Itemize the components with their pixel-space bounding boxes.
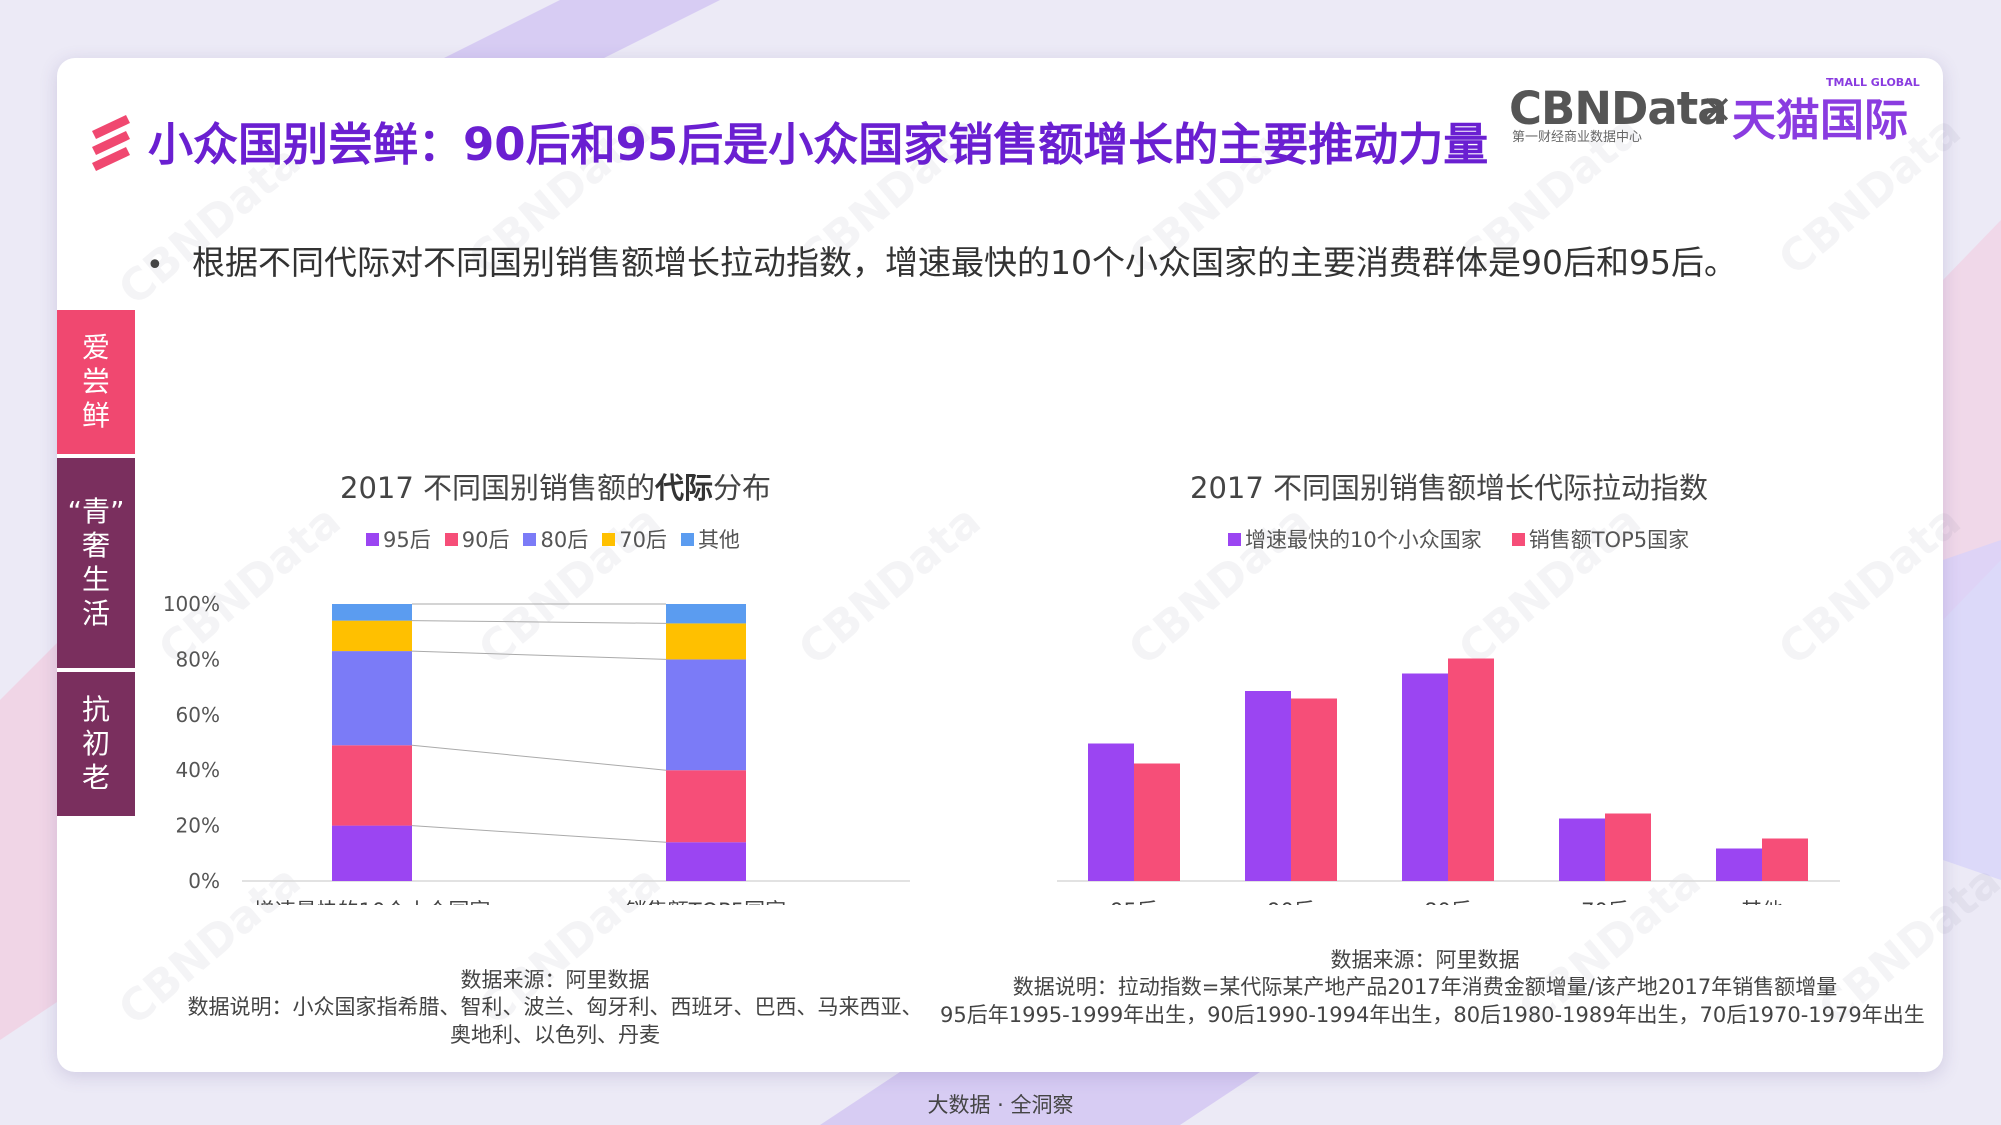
right-grouped-bar-chart: 95后 90后 80后 70后 其他 xyxy=(1057,658,1840,905)
left-bar-segment xyxy=(666,604,746,624)
right-x-category-label: 其他 xyxy=(1741,899,1783,905)
left-y-tick-label: 40% xyxy=(176,758,220,782)
summary-text: 根据不同代际对不同国别销售额增长拉动指数，增速最快的10个小众国家的主要消费群体… xyxy=(192,243,1737,282)
left-connector-line xyxy=(411,620,667,624)
left-y-tick-label: 60% xyxy=(176,703,220,727)
right-chart-legend: 增速最快的10个小众国家 销售额TOP5国家 xyxy=(1228,524,1689,554)
right-bar xyxy=(1448,658,1494,881)
right-x-category-label: 70后 xyxy=(1581,899,1629,905)
left-connector-line xyxy=(411,744,667,771)
title-stripes-icon xyxy=(92,115,130,171)
right-chart-source: 数据来源：阿里数据 xyxy=(1330,948,1520,972)
right-x-category-label: 90后 xyxy=(1267,899,1315,905)
left-chart-legend-item: 95后 xyxy=(366,524,431,554)
logo-separator: × xyxy=(1700,86,1734,132)
left-x-category-label: 销售额TOP5国家 xyxy=(626,899,786,905)
right-chart-legend-label: 销售额TOP5国家 xyxy=(1528,528,1690,552)
left-chart-legend-swatch xyxy=(602,532,616,546)
bullet-marker: • xyxy=(146,248,164,283)
right-chart-note-line2: 95后年1995-1999年出生，90后1990-1994年出生，80后1980… xyxy=(940,1003,1925,1027)
right-chart-note-line1: 数据说明：拉动指数=某代际某产地产品2017年消费金额增量/该产地2017年销售… xyxy=(1012,975,1838,999)
left-bar-segment xyxy=(332,825,412,881)
left-chart-legend-item: 其他 xyxy=(680,524,740,554)
left-chart-legend: 95后 90后 80后 70后 其他 xyxy=(366,524,740,554)
left-chart-legend-swatch xyxy=(680,532,694,546)
footer-tagline: 大数据 · 全洞察 xyxy=(927,1093,1074,1117)
left-y-tick-label: 20% xyxy=(176,814,220,838)
left-bar-segment xyxy=(666,842,746,881)
left-bar-segment xyxy=(332,745,412,826)
right-bar xyxy=(1402,673,1448,881)
left-chart-legend-item: 90后 xyxy=(444,524,510,554)
side-tab-char: 尝 xyxy=(81,365,110,398)
left-chart-legend-swatch xyxy=(523,532,537,546)
left-chart-source: 数据来源：阿里数据 xyxy=(460,968,650,992)
right-x-category-label: 95后 xyxy=(1110,899,1158,905)
right-bar xyxy=(1762,838,1808,881)
left-connector-line xyxy=(411,650,667,660)
left-y-tick-label: 100% xyxy=(163,592,220,616)
right-chart-legend-item: 销售额TOP5国家 xyxy=(1511,524,1690,554)
left-chart-legend-label: 80后 xyxy=(540,528,589,552)
left-chart-title: 2017 不同国别销售额的代际分布 xyxy=(340,465,771,507)
left-x-category-label: 增速最快的10个小众国家 xyxy=(254,899,491,905)
left-y-tick-label: 0% xyxy=(188,869,220,893)
side-tab-char: 初 xyxy=(81,727,110,760)
side-tab-ai-chang-xian[interactable]: 爱 尝 鲜 xyxy=(57,310,135,454)
right-chart-legend-label: 增速最快的10个小众国家 xyxy=(1245,528,1482,552)
left-chart-legend-label: 70后 xyxy=(619,528,667,552)
cbndata-logo-subtitle: 第一财经商业数据中心 xyxy=(1512,130,1643,145)
side-tab-char: 抗 xyxy=(81,693,110,726)
side-tab-char: 活 xyxy=(81,597,110,630)
right-bar xyxy=(1134,763,1180,881)
side-tab-char: 老 xyxy=(81,761,110,794)
left-chart-legend-label: 其他 xyxy=(697,528,740,552)
tmall-global-logo: 天猫国际 xyxy=(1732,95,1908,146)
right-bar xyxy=(1605,813,1651,881)
left-chart-legend-label: 90后 xyxy=(461,528,510,552)
left-bar-segment xyxy=(332,651,412,746)
left-chart-title-pre: 2017 不同国别销售额的 xyxy=(340,471,656,505)
cbndata-logo: CBNData xyxy=(1509,82,1728,135)
right-bar xyxy=(1291,698,1337,881)
left-bar-segment xyxy=(332,620,412,652)
left-bar-segment xyxy=(332,604,412,621)
page-title: 小众国别尝鲜：90后和95后是小众国家销售额增长的主要推动力量 xyxy=(148,118,1489,171)
left-chart-title-post: 分布 xyxy=(713,471,772,505)
tmall-global-logo-subtitle: TMALL GLOBAL xyxy=(1826,76,1920,89)
side-tab-char: 爱 xyxy=(81,331,110,364)
left-bar-segment xyxy=(666,659,746,771)
right-x-category-label: 80后 xyxy=(1424,899,1472,905)
right-chart-legend-item: 增速最快的10个小众国家 xyxy=(1228,524,1482,554)
right-chart-legend-swatch xyxy=(1511,532,1525,546)
left-bar-segment xyxy=(666,623,746,660)
right-bar xyxy=(1559,818,1605,881)
left-connector-line xyxy=(411,825,667,843)
right-chart-title: 2017 不同国别销售额增长代际拉动指数 xyxy=(1190,471,1709,505)
right-bar xyxy=(1245,691,1291,881)
right-bar xyxy=(1716,848,1762,881)
right-bar xyxy=(1088,743,1134,881)
left-bar-segment xyxy=(666,770,746,843)
slide-card xyxy=(57,58,1943,1072)
side-tab-kang-chu-lao[interactable]: 抗 初 老 xyxy=(57,672,135,816)
left-chart-legend-item: 80后 xyxy=(523,524,588,554)
left-chart-note-line1: 数据说明：小众国家指希腊、智利、波兰、匈牙利、西班牙、巴西、马来西亚、 xyxy=(187,995,923,1019)
left-chart-title-bold: 代际 xyxy=(655,471,714,505)
left-chart-legend-label: 95后 xyxy=(383,528,431,552)
left-y-tick-label: 80% xyxy=(176,647,220,671)
side-tab-char: “青” xyxy=(67,495,125,528)
left-chart-legend-swatch xyxy=(366,532,379,546)
left-chart-legend-item: 70后 xyxy=(602,524,667,554)
side-tab-char: 鲜 xyxy=(81,399,110,432)
right-chart-legend-swatch xyxy=(1228,532,1241,546)
left-stacked-bar-chart: 0% 20% 40% 60% 80% 100% 增速最快的10个小众国家 销售额TOP5国家 xyxy=(163,592,910,905)
side-tab-char: 生 xyxy=(81,563,110,596)
side-tab-qing-she-sheng-huo[interactable]: “青” 奢 生 活 xyxy=(57,458,135,668)
side-tab-char: 奢 xyxy=(81,529,110,562)
left-chart-note-line2: 奥地利、以色列、丹麦 xyxy=(450,1023,660,1047)
left-chart-legend-swatch xyxy=(444,532,458,546)
